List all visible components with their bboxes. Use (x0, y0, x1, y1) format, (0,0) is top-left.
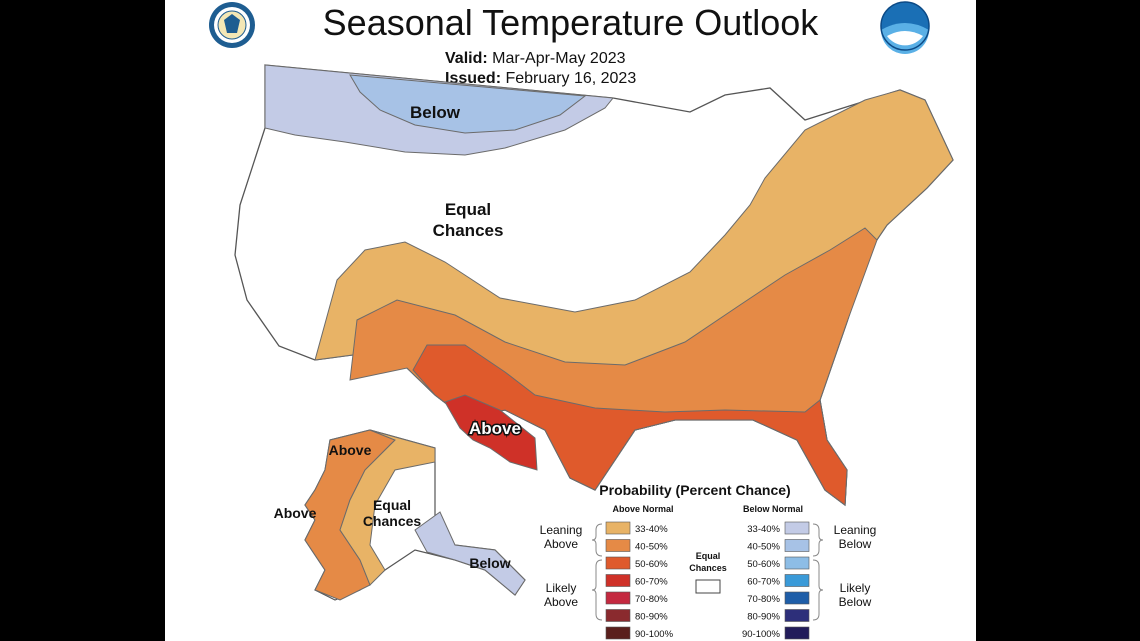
below-range-3: 60-70% (747, 577, 780, 588)
above-swatch-0 (605, 521, 631, 535)
below-swatch-2 (784, 556, 810, 570)
below-swatch-1 (784, 539, 810, 552)
legend: Probability (Percent Chance) Above Norma… (540, 482, 877, 640)
valid-value: Mar-Apr-May 2023 (492, 50, 626, 67)
below-swatch-3 (784, 574, 810, 587)
above-swatch-6 (605, 626, 631, 640)
below-range-0: 33-40% (747, 524, 780, 535)
noaa-logo-icon (880, 1, 930, 54)
commerce-seal-icon (209, 2, 255, 48)
page-title: Seasonal Temperature Outlook (322, 2, 819, 43)
bracket-leaning-below (812, 523, 824, 557)
likely-below-2: Below (839, 595, 872, 609)
below-swatch-group: 33-40% 40-50% 50-60% 60-70% 70-80% 80-90% 90-1… (742, 521, 810, 640)
below-range-4: 70-80% (747, 594, 780, 605)
above-60-70-region (444, 394, 538, 471)
label-below-north: Below (410, 103, 461, 122)
leaning-above-1: Leaning (540, 523, 583, 537)
above-range-3: 60-70% (635, 577, 668, 588)
alaska-below-region (414, 511, 526, 596)
above-swatch-4 (605, 591, 631, 605)
above-range-2: 50-60% (635, 559, 668, 570)
label-above-alaska-west: Above (274, 505, 317, 521)
below-swatch-5 (784, 609, 810, 622)
equal-chances-1: Equal (696, 551, 721, 561)
equal-chances-swatch (695, 579, 721, 594)
above-swatch-2 (605, 556, 631, 570)
below-swatch-0 (784, 521, 810, 535)
label-below-alaska: Below (469, 555, 510, 571)
valid-label: Valid: (445, 50, 488, 67)
leaning-above-2: Above (544, 537, 578, 551)
label-above-texas: Above (469, 419, 521, 438)
bracket-leaning-above (591, 523, 603, 557)
above-range-1: 40-50% (635, 542, 668, 553)
likely-below-1: Likely (840, 581, 871, 595)
below-range-5: 80-90% (747, 612, 780, 623)
valid-line: Valid: Mar-Apr-May 2023 (445, 50, 626, 68)
legend-title: Probability (Percent Chance) (599, 482, 790, 498)
above-swatch-1 (605, 539, 631, 552)
label-equal-main-2: Chances (433, 221, 504, 240)
outlook-map: Below Equal Chances Above Above Above Eq… (209, 1, 954, 640)
below-swatch-4 (784, 591, 810, 605)
above-swatch-3 (605, 574, 631, 587)
below-swatch-6 (784, 626, 810, 640)
above-range-6: 90-100% (635, 629, 674, 640)
label-equal-alaska-1: Equal (373, 497, 411, 513)
issued-line: Issued: February 16, 2023 (445, 70, 636, 88)
legend-below-header: Below Normal (743, 504, 803, 514)
likely-above-1: Likely (546, 581, 577, 595)
above-swatch-5 (605, 609, 631, 622)
above-range-5: 80-90% (635, 612, 668, 623)
label-equal-main-1: Equal (445, 200, 491, 219)
label-equal-alaska-2: Chances (363, 513, 422, 529)
below-range-1: 40-50% (747, 542, 780, 553)
alaska-above-33-40-region (339, 429, 436, 586)
above-range-4: 70-80% (635, 594, 668, 605)
issued-value: February 16, 2023 (505, 70, 637, 87)
label-above-alaska-north: Above (329, 442, 372, 458)
above-range-0: 33-40% (635, 524, 668, 535)
above-50-60-region (412, 344, 848, 506)
below-range-2: 50-60% (747, 559, 780, 570)
leaning-below-1: Leaning (834, 523, 877, 537)
above-swatch-group: 33-40% 40-50% 50-60% 60-70% 70-80% 80-90% 90-1… (605, 521, 674, 640)
below-range-6: 90-100% (742, 629, 781, 640)
bracket-likely-above (591, 559, 603, 621)
below-40-50-region (349, 74, 587, 134)
likely-above-2: Above (544, 595, 578, 609)
legend-above-header: Above Normal (612, 504, 673, 514)
leaning-below-2: Below (839, 537, 872, 551)
outlook-panel: Seasonal Temperature Outlook Valid: Mar-… (165, 0, 976, 641)
bracket-likely-below (812, 559, 824, 621)
equal-chances-2: Chances (689, 563, 727, 573)
